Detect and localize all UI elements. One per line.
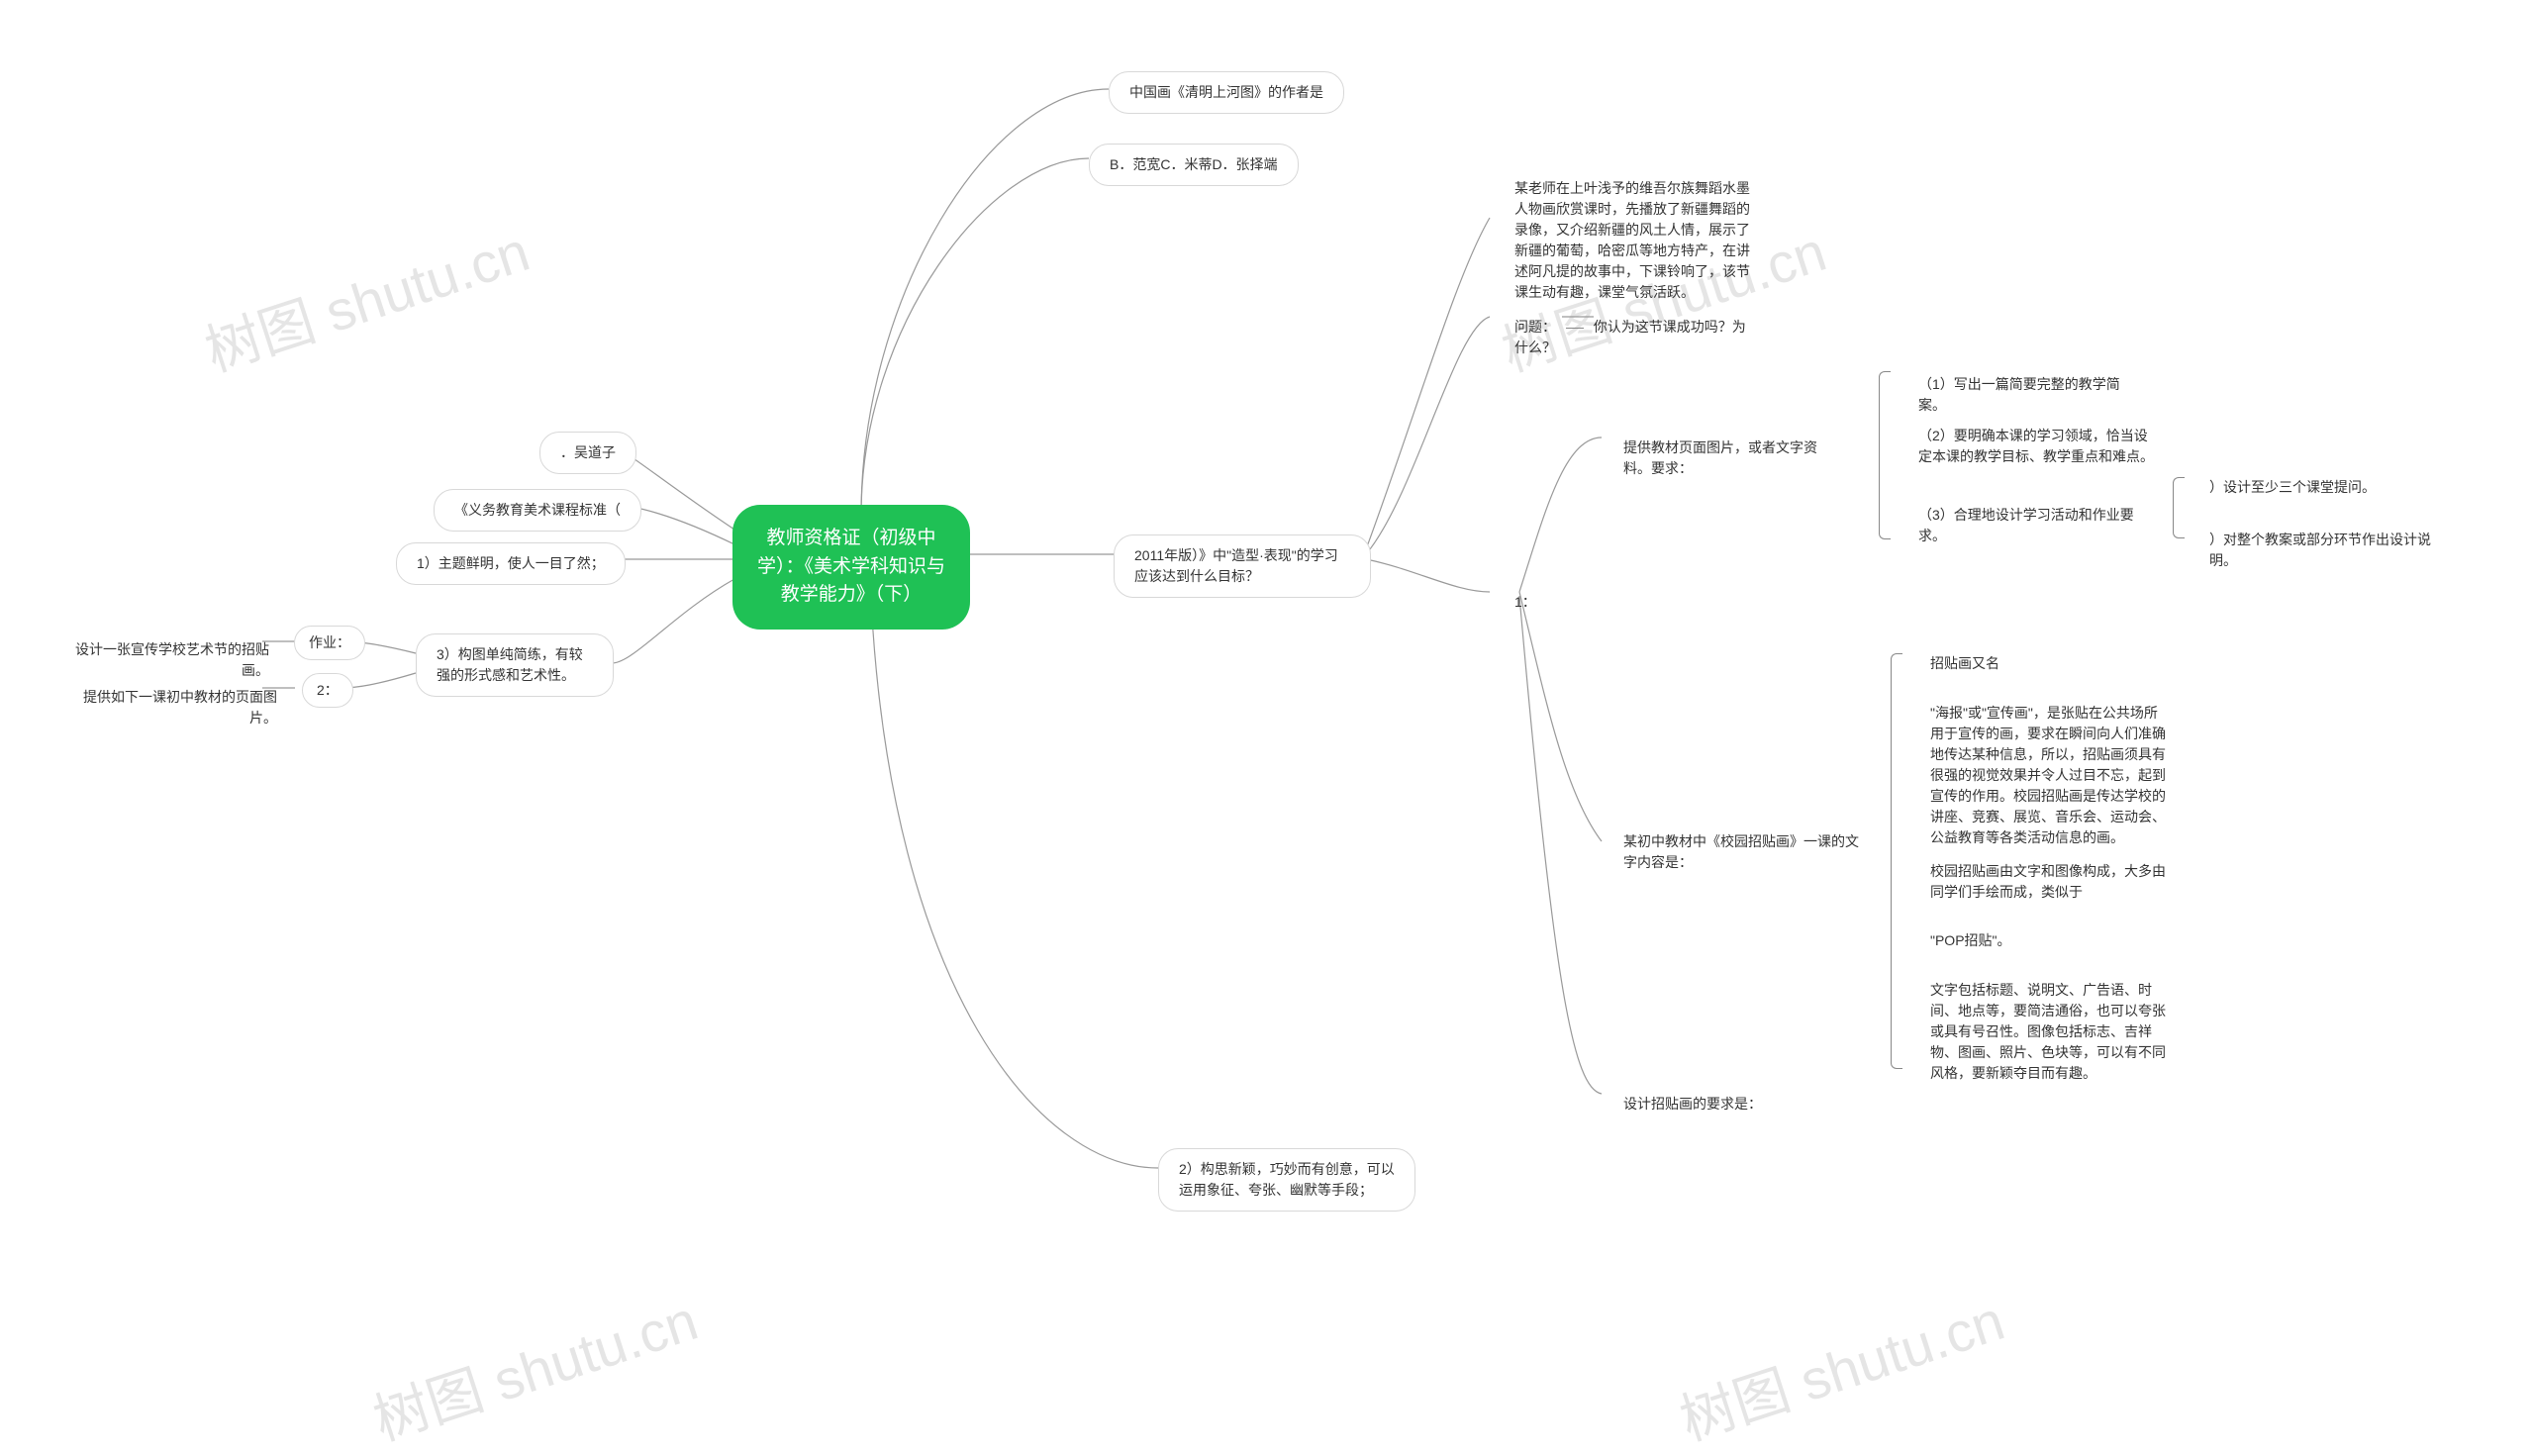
- bracket-poster: [1891, 653, 1902, 1069]
- node-poster-req: 设计招贴画的要求是：: [1604, 1084, 1782, 1124]
- question-label-text: 问题：: [1514, 319, 1556, 335]
- node-homework-label: 作业：: [294, 626, 365, 660]
- node-standard: 《义务教育美术课程标准（: [434, 489, 641, 532]
- node-wudaozi: ．吴道子: [539, 432, 636, 474]
- node-poster-pop: "POP招贴"。: [1910, 921, 2031, 961]
- node-poster-text: 文字包括标题、说明文、广告语、时间、地点等，要简洁通俗，也可以夸张或具有号召性。…: [1910, 970, 2188, 1094]
- node-req3: （3）合理地设计学习活动和作业要求。: [1899, 495, 2156, 556]
- node-question-label: 问题： 你认为这节课成功吗？为什么？: [1495, 307, 1772, 368]
- watermark: 树图 shutu.cn: [194, 208, 538, 388]
- node-right-main: 2011年版）》中"造型·表现"的学习应该达到什么目标？: [1114, 534, 1371, 598]
- watermark: 树图 shutu.cn: [362, 1277, 707, 1456]
- bracket-materials: [1879, 371, 1891, 539]
- watermark: 树图 shutu.cn: [1669, 1277, 2013, 1456]
- node-theme: 1）主题鲜明，使人一目了然；: [396, 542, 626, 585]
- node-poster-desc: "海报"或"宣传画"，是张贴在公共场所用于宣传的画，要求在瞬间向人们准确地传达某…: [1910, 693, 2188, 858]
- node-req3a: ）设计至少三个课堂提问。: [2190, 467, 2395, 508]
- node-poster-alias: 招贴画又名: [1910, 643, 2019, 684]
- node-top-options: B．范宽C．米蒂D．张择端: [1089, 144, 1299, 186]
- node-composition: 3）构图单纯简练，有较强的形式感和艺术性。: [416, 633, 614, 697]
- dash-icon: [1566, 328, 1584, 329]
- node-two-detail: 提供如下一课初中教材的页面图片。: [40, 677, 297, 738]
- node-req3b: ）对整个教案或部分环节作出设计说明。: [2190, 520, 2467, 581]
- node-teacher-story: 某老师在上叶浅予的维吾尔族舞蹈水墨人物画欣赏课时，先播放了新疆舞蹈的录像，又介绍…: [1495, 168, 1772, 313]
- root-node: 教师资格证（初级中学）：《美术学科知识与教学能力》（下）: [732, 505, 970, 630]
- bracket-req3: [2173, 477, 2185, 538]
- node-materials: 提供教材页面图片，或者文字资料。要求：: [1604, 428, 1861, 489]
- node-two-label: 2：: [302, 673, 353, 708]
- node-poster-compose: 校园招贴画由文字和图像构成，大多由同学们手绘而成，类似于: [1910, 851, 2188, 913]
- node-req2: （2）要明确本课的学习领域，恰当设定本课的教学目标、教学重点和难点。: [1899, 416, 2176, 477]
- node-bottom: 2）构思新颖，巧妙而有创意，可以运用象征、夸张、幽默等手段；: [1158, 1148, 1415, 1212]
- node-poster-section: 某初中教材中《校园招贴画》一课的文字内容是：: [1604, 822, 1881, 883]
- node-top-qingming: 中国画《清明上河图》的作者是: [1109, 71, 1344, 114]
- node-section1: 1：: [1495, 582, 1556, 623]
